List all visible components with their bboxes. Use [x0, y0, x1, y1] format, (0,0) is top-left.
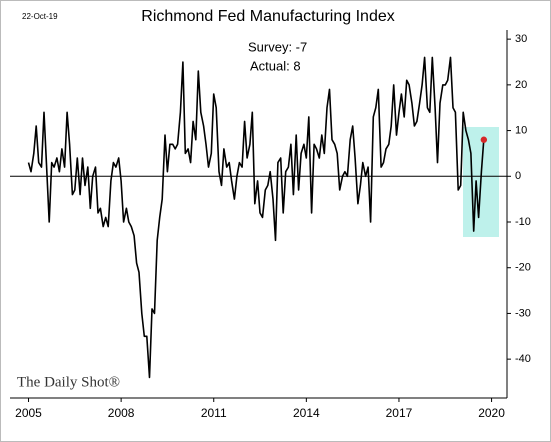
y-tick-label: 20 — [515, 79, 527, 91]
y-tick-label: -10 — [515, 216, 531, 228]
y-tick-label: -40 — [515, 353, 531, 365]
annotation: Survey: -7 — [248, 39, 307, 54]
x-tick-label: 2020 — [478, 406, 505, 420]
y-tick-label: 30 — [515, 33, 527, 45]
last-point — [480, 136, 488, 143]
x-tick-label: 2011 — [201, 406, 227, 420]
source: The Daily Shot® — [17, 374, 120, 390]
chart-title: Richmond Fed Manufacturing Index — [141, 8, 394, 25]
x-tick-label: 2017 — [386, 406, 413, 420]
y-tick-label: 0 — [515, 170, 521, 182]
x-tick-label: 2008 — [108, 406, 135, 420]
y-tick-label: -20 — [515, 262, 531, 274]
y-tick-label: 10 — [515, 124, 527, 136]
date-label: 22-Oct-19 — [22, 12, 58, 21]
x-tick-label: 2014 — [293, 406, 320, 420]
annotation: Actual: 8 — [250, 58, 301, 73]
series-line — [27, 56, 485, 379]
x-tick-label: 2005 — [15, 406, 42, 420]
y-tick-label: -30 — [515, 307, 531, 319]
